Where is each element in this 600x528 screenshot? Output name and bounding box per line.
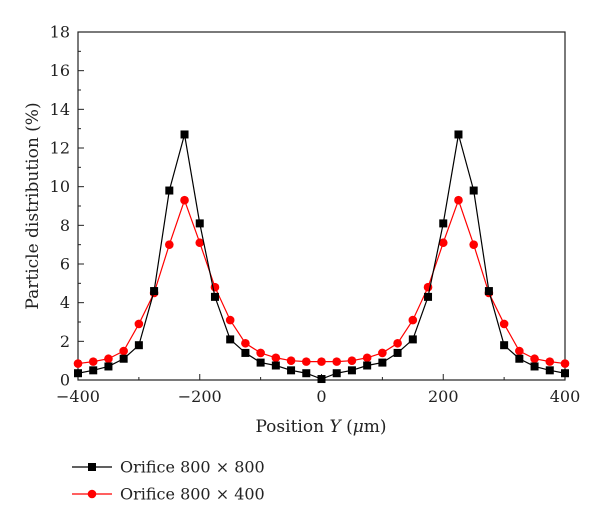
- data-point: [560, 359, 570, 368]
- y-tick-label: 2: [60, 332, 70, 351]
- y-tick-label: 6: [60, 255, 70, 274]
- x-axis: −400 −200 0 200 400: [56, 374, 580, 406]
- data-point: [363, 361, 372, 370]
- data-point: [515, 346, 524, 356]
- data-point: [165, 240, 174, 249]
- data-point: [561, 369, 569, 378]
- data-point: [73, 359, 83, 368]
- data-point: [165, 186, 174, 195]
- data-point: [439, 219, 448, 228]
- y-tick-label: 12: [50, 139, 70, 158]
- data-point: [195, 238, 205, 248]
- series-line: [77, 134, 566, 380]
- data-point: [74, 369, 82, 378]
- data-point: [134, 341, 143, 350]
- series-1: [74, 130, 569, 384]
- data-point: [469, 186, 478, 195]
- legend-item: Orifice 800 × 800: [72, 458, 265, 477]
- data-point: [89, 366, 98, 375]
- data-point: [150, 287, 159, 296]
- x-tick-label: 0: [316, 387, 326, 406]
- data-point: [530, 362, 539, 371]
- data-point: [104, 362, 113, 371]
- data-point: [225, 315, 235, 325]
- data-point: [393, 338, 402, 348]
- data-point: [287, 366, 296, 375]
- data-point: [530, 354, 539, 364]
- x-axis-title: Position Y (μm): [255, 417, 386, 437]
- data-point: [469, 240, 478, 249]
- x-tick-label: 400: [550, 387, 581, 406]
- data-point: [301, 357, 311, 366]
- data-point: [195, 219, 204, 228]
- data-point: [180, 195, 189, 205]
- data-point: [119, 354, 128, 363]
- legend-label: Orifice 800 × 400: [120, 485, 265, 504]
- data-point: [393, 348, 402, 357]
- data-point: [500, 341, 509, 350]
- data-point: [332, 357, 342, 366]
- y-tick-label: 14: [50, 100, 70, 119]
- data-point: [210, 292, 219, 301]
- data-point: [408, 315, 418, 325]
- y-axis: 0 2 4 6 8 10 12 14 16 18: [50, 23, 84, 390]
- x-tick-label: 200: [428, 387, 459, 406]
- data-point: [545, 357, 555, 366]
- legend-item: Orifice 800 × 400: [72, 485, 265, 504]
- data-point: [545, 366, 554, 375]
- series-layer: [73, 130, 570, 384]
- data-point: [134, 319, 144, 329]
- data-point: [515, 354, 524, 363]
- y-tick-label: 18: [50, 23, 70, 42]
- data-point: [408, 335, 417, 344]
- data-point: [302, 369, 311, 378]
- data-point: [454, 130, 463, 139]
- series-2: [73, 195, 570, 368]
- data-point: [256, 358, 265, 367]
- data-point: [226, 335, 235, 344]
- series-line: [77, 198, 566, 365]
- data-point: [119, 346, 128, 356]
- legend-label: Orifice 800 × 800: [120, 458, 265, 477]
- data-point: [424, 292, 433, 301]
- y-tick-label: 8: [60, 216, 70, 235]
- data-point: [499, 319, 509, 329]
- data-point: [317, 375, 326, 384]
- y-tick-label: 4: [60, 293, 70, 312]
- data-point: [454, 195, 463, 205]
- data-point: [286, 356, 296, 365]
- legend-marker: [88, 463, 96, 471]
- data-point: [256, 348, 265, 358]
- y-tick-label: 10: [50, 177, 70, 196]
- data-point: [180, 130, 189, 139]
- plot-frame: [77, 31, 566, 381]
- x-tick-label: −400: [56, 387, 100, 406]
- data-point: [241, 348, 250, 357]
- data-point: [347, 366, 356, 375]
- data-point: [104, 354, 113, 364]
- x-tick-label: −200: [178, 387, 222, 406]
- data-point: [271, 353, 281, 363]
- data-point: [484, 287, 493, 296]
- y-tick-label: 16: [50, 61, 70, 80]
- y-axis-title: Particle distribution (%): [23, 102, 43, 309]
- legend: Orifice 800 × 800 Orifice 800 × 400: [72, 458, 265, 504]
- data-point: [271, 361, 280, 370]
- y-tick-label: 0: [60, 371, 70, 390]
- data-point: [241, 338, 250, 348]
- data-point: [332, 369, 341, 378]
- data-point: [438, 238, 448, 248]
- data-point: [378, 358, 387, 367]
- data-point: [378, 348, 387, 358]
- data-point: [362, 353, 372, 363]
- data-point: [317, 357, 326, 366]
- legend-marker: [87, 489, 97, 499]
- data-point: [88, 357, 98, 366]
- data-point: [347, 356, 357, 365]
